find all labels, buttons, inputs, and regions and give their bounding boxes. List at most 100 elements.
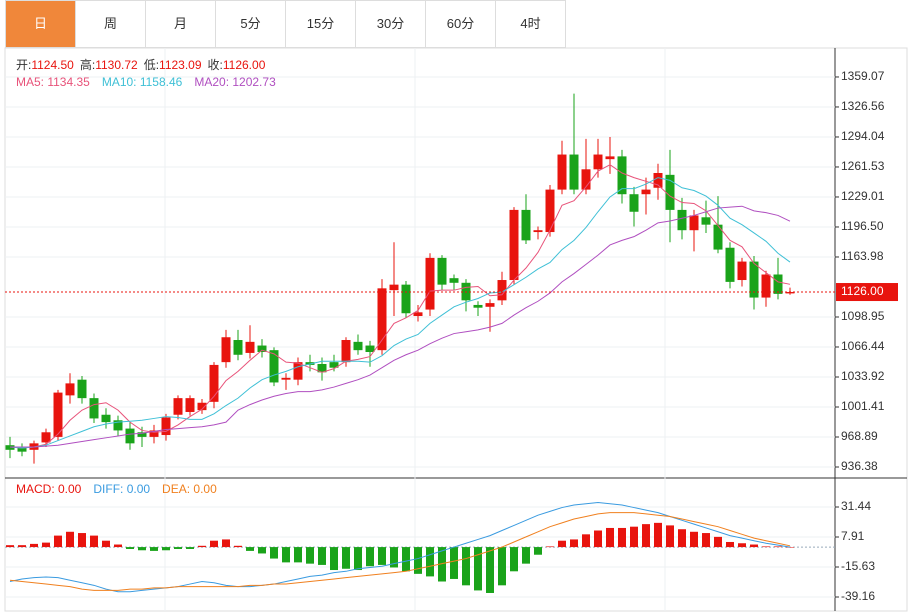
candle-body — [101, 414, 111, 423]
macd-bar — [426, 547, 434, 577]
macd-bar — [186, 547, 194, 549]
candle-body — [185, 398, 195, 412]
candle-body — [41, 432, 51, 443]
macd-bar — [486, 547, 494, 593]
candle-body — [17, 447, 27, 452]
y-tick-label: 1294.04 — [841, 129, 885, 143]
tab[interactable]: 日 — [6, 1, 76, 47]
ma-line — [9, 177, 791, 449]
candle-body — [665, 174, 675, 210]
macd-bar — [546, 546, 554, 548]
tab[interactable]: 30分 — [356, 1, 426, 47]
ohlc-label: 收: — [207, 58, 223, 72]
candle-body — [653, 172, 663, 188]
candle-body — [257, 345, 267, 353]
tab[interactable]: 月 — [146, 1, 216, 47]
macd-bar — [174, 547, 182, 549]
macd-line — [9, 512, 791, 591]
macd-bar — [54, 535, 62, 548]
candle-body — [149, 430, 159, 437]
macd-bar — [66, 531, 74, 548]
macd-bar — [642, 524, 650, 548]
candle-body — [485, 303, 495, 307]
candle-body — [353, 341, 363, 351]
candle-body — [65, 383, 75, 396]
candle-body — [113, 420, 123, 431]
macd-bar — [762, 546, 770, 548]
macd-bar — [6, 545, 14, 548]
macd-bar — [450, 547, 458, 579]
candle-body — [377, 288, 387, 351]
macd-bar — [558, 540, 566, 548]
candle-body — [293, 362, 303, 380]
macd-bar — [222, 539, 230, 548]
legend-entry: MA5: 1134.35 — [16, 75, 90, 89]
candle-body — [677, 209, 687, 231]
candle-body — [233, 340, 243, 355]
macd-bar — [714, 536, 722, 548]
y-tick-label: 936.38 — [841, 459, 878, 473]
candle-body — [317, 363, 327, 373]
macd-bar — [738, 543, 746, 548]
y-tick-label: 1196.50 — [841, 219, 884, 233]
y-tick-label: 968.89 — [841, 429, 878, 443]
macd-bar — [294, 547, 302, 563]
candle-body — [701, 217, 711, 225]
macd-bar — [198, 545, 206, 548]
candle-body — [629, 194, 639, 212]
candle-body — [533, 230, 543, 233]
candle-body — [401, 284, 411, 314]
tab[interactable]: 60分 — [426, 1, 496, 47]
candle-body — [389, 284, 399, 291]
legend-entry: MA20: 1202.73 — [194, 75, 276, 89]
macd-bar — [162, 547, 170, 551]
candle-body — [125, 428, 135, 444]
last-price-box — [836, 283, 898, 302]
macd-bar — [786, 547, 794, 548]
candle-body — [425, 257, 435, 310]
macd-bar — [150, 547, 158, 551]
macd-bar — [354, 547, 362, 571]
candle-body — [737, 261, 747, 281]
y-tick-label: 1163.98 — [841, 249, 884, 263]
candle-body — [749, 261, 759, 298]
candle-body — [245, 341, 255, 353]
candle-body — [581, 169, 591, 190]
legend-entry: DIFF: 0.00 — [93, 482, 151, 496]
candle-body — [53, 392, 63, 437]
macd-bar — [366, 547, 374, 567]
candle-body — [593, 154, 603, 170]
ohlc-item: 低:1123.09 — [144, 56, 202, 73]
macd-bar — [678, 529, 686, 548]
tab[interactable]: 15分 — [286, 1, 356, 47]
candle-body — [197, 402, 207, 411]
macd-bar — [330, 547, 338, 571]
macd-bar — [90, 535, 98, 548]
candle-body — [569, 154, 579, 190]
macd-bar — [414, 547, 422, 574]
macd-bar — [306, 547, 314, 564]
tab[interactable]: 4时 — [496, 1, 566, 47]
macd-bar — [774, 546, 782, 548]
y-tick-label: 1326.56 — [841, 99, 885, 113]
ohlc-label: 开: — [16, 58, 32, 72]
y-tick-label: 1359.07 — [841, 69, 885, 83]
macd-bar — [210, 540, 218, 548]
y-tick-label: 1033.92 — [841, 369, 885, 383]
y-tick-label: 1066.44 — [841, 339, 885, 353]
candle-body — [641, 189, 651, 195]
macd-bar — [390, 547, 398, 568]
macd-bar — [102, 540, 110, 548]
y-tick-label: 1001.41 — [841, 399, 885, 413]
macd-bar — [282, 547, 290, 563]
candle-body — [509, 209, 519, 281]
tab[interactable]: 周 — [76, 1, 146, 47]
macd-bar — [630, 526, 638, 548]
ohlc-value: 1124.50 — [31, 58, 74, 72]
ma-legend: MA5: 1134.35 MA10: 1158.46 MA20: 1202.73 — [16, 75, 276, 89]
tab[interactable]: 5分 — [216, 1, 286, 47]
macd-line — [9, 501, 791, 593]
ma-line — [9, 164, 791, 449]
macd-bar — [402, 547, 410, 572]
